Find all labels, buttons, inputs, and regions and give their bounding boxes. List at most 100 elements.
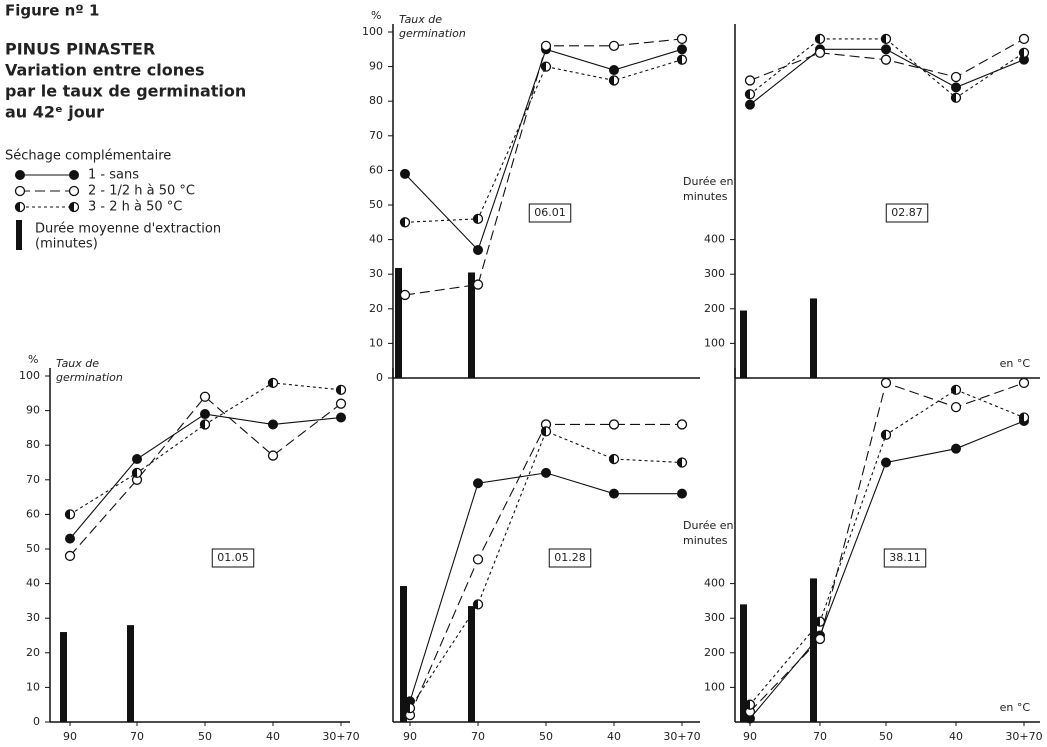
bar bbox=[810, 578, 817, 722]
x-tick-label: 70 bbox=[813, 730, 827, 743]
legend-title: Séchage complémentaire bbox=[5, 149, 171, 164]
x-tick-label: 90 bbox=[63, 730, 77, 743]
y-tick-label: 70 bbox=[26, 473, 40, 486]
y-tick-label: 0 bbox=[33, 715, 40, 728]
panel-label: 01.28 bbox=[554, 551, 586, 564]
y-tick-label: 100 bbox=[362, 25, 383, 38]
marker bbox=[880, 377, 892, 389]
marker-half bbox=[677, 55, 682, 65]
marker bbox=[814, 633, 826, 645]
x-tick-label: 70 bbox=[130, 730, 144, 743]
panel-label-box bbox=[885, 203, 929, 223]
marker bbox=[399, 289, 411, 301]
series-line bbox=[69, 413, 342, 539]
marker-half bbox=[473, 599, 478, 609]
x-label: en °C bbox=[1000, 701, 1031, 714]
marker bbox=[677, 44, 687, 55]
marker-half bbox=[815, 34, 820, 44]
panel-label-box bbox=[883, 548, 927, 568]
marker bbox=[1018, 33, 1030, 45]
marker bbox=[473, 478, 483, 489]
series-line bbox=[404, 59, 683, 223]
y-tick-label: 40 bbox=[26, 577, 40, 590]
bar bbox=[400, 586, 407, 722]
panel-label: 38.11 bbox=[889, 551, 921, 564]
y-tick-label: 50 bbox=[26, 542, 40, 555]
marker-half bbox=[268, 378, 273, 388]
bar bbox=[60, 632, 67, 722]
panel-label-box bbox=[211, 548, 255, 568]
subtitle: Variation entre clones bbox=[5, 61, 205, 80]
legend-entry: 2 - 1/2 h à 50 °C bbox=[88, 184, 195, 199]
marker-half bbox=[745, 700, 750, 710]
y2-tick-label: 300 bbox=[704, 611, 725, 624]
y2-label: minutes bbox=[683, 534, 728, 547]
y-unit: % bbox=[28, 353, 38, 366]
marker-half bbox=[473, 214, 478, 224]
y-tick-label: 90 bbox=[26, 404, 40, 417]
y-tick-label: 60 bbox=[26, 507, 40, 520]
series-line bbox=[409, 472, 682, 702]
y-tick-label: 10 bbox=[369, 336, 383, 349]
marker bbox=[268, 419, 278, 430]
legend-marker bbox=[14, 185, 26, 197]
marker bbox=[200, 409, 210, 420]
y2-tick-label: 200 bbox=[704, 646, 725, 659]
marker-half bbox=[815, 617, 820, 627]
legend-entry: Durée moyenne d'extraction bbox=[35, 222, 221, 237]
bar bbox=[468, 606, 475, 722]
y2-tick-label: 100 bbox=[704, 336, 725, 349]
x-tick-label: 30+70 bbox=[1005, 730, 1042, 743]
marker bbox=[199, 391, 211, 402]
bar bbox=[468, 272, 475, 378]
y2-tick-label: 400 bbox=[704, 577, 725, 590]
legend-entry: 1 - sans bbox=[88, 168, 139, 183]
x-tick-label: 50 bbox=[539, 730, 553, 743]
bar bbox=[127, 625, 134, 722]
panel-label-box bbox=[548, 548, 592, 568]
marker bbox=[472, 554, 484, 565]
y-tick-label: 70 bbox=[369, 129, 383, 142]
marker bbox=[881, 457, 891, 468]
marker-half bbox=[132, 468, 137, 478]
marker bbox=[951, 82, 961, 93]
y2-label: Durée en bbox=[683, 519, 734, 532]
marker-half bbox=[541, 62, 546, 72]
y-tick-label: 30 bbox=[369, 267, 383, 280]
x-tick-label: 50 bbox=[879, 730, 893, 743]
y2-tick-label: 200 bbox=[704, 302, 725, 315]
marker-half bbox=[951, 385, 956, 395]
marker bbox=[400, 168, 410, 179]
marker bbox=[267, 450, 279, 461]
marker-half bbox=[881, 34, 886, 44]
y-label: Taux de bbox=[399, 13, 442, 26]
x-tick-label: 30+70 bbox=[663, 730, 700, 743]
marker bbox=[744, 75, 756, 86]
marker-half bbox=[881, 430, 886, 440]
marker bbox=[950, 401, 962, 413]
x-tick-label: 90 bbox=[743, 730, 757, 743]
y-tick-label: 50 bbox=[369, 198, 383, 211]
marker bbox=[677, 488, 687, 499]
marker bbox=[676, 33, 688, 45]
y-tick-label: 10 bbox=[26, 680, 40, 693]
legend-entry: (minutes) bbox=[35, 237, 98, 252]
marker bbox=[745, 99, 755, 110]
y-tick-label: 0 bbox=[376, 371, 383, 384]
marker-half bbox=[951, 93, 956, 103]
x-tick-label: 90 bbox=[403, 730, 417, 743]
marker bbox=[951, 443, 961, 454]
marker bbox=[1018, 377, 1030, 389]
marker-half bbox=[65, 509, 70, 519]
legend-marker bbox=[69, 202, 74, 212]
x-tick-label: 70 bbox=[471, 730, 485, 743]
x-tick-label: 40 bbox=[607, 730, 621, 743]
marker bbox=[473, 244, 483, 255]
legend-marker bbox=[15, 170, 25, 180]
x-tick-label: 50 bbox=[198, 730, 212, 743]
marker bbox=[881, 44, 891, 55]
x-label: en °C bbox=[1000, 357, 1031, 370]
marker bbox=[609, 65, 619, 76]
marker bbox=[336, 412, 346, 423]
